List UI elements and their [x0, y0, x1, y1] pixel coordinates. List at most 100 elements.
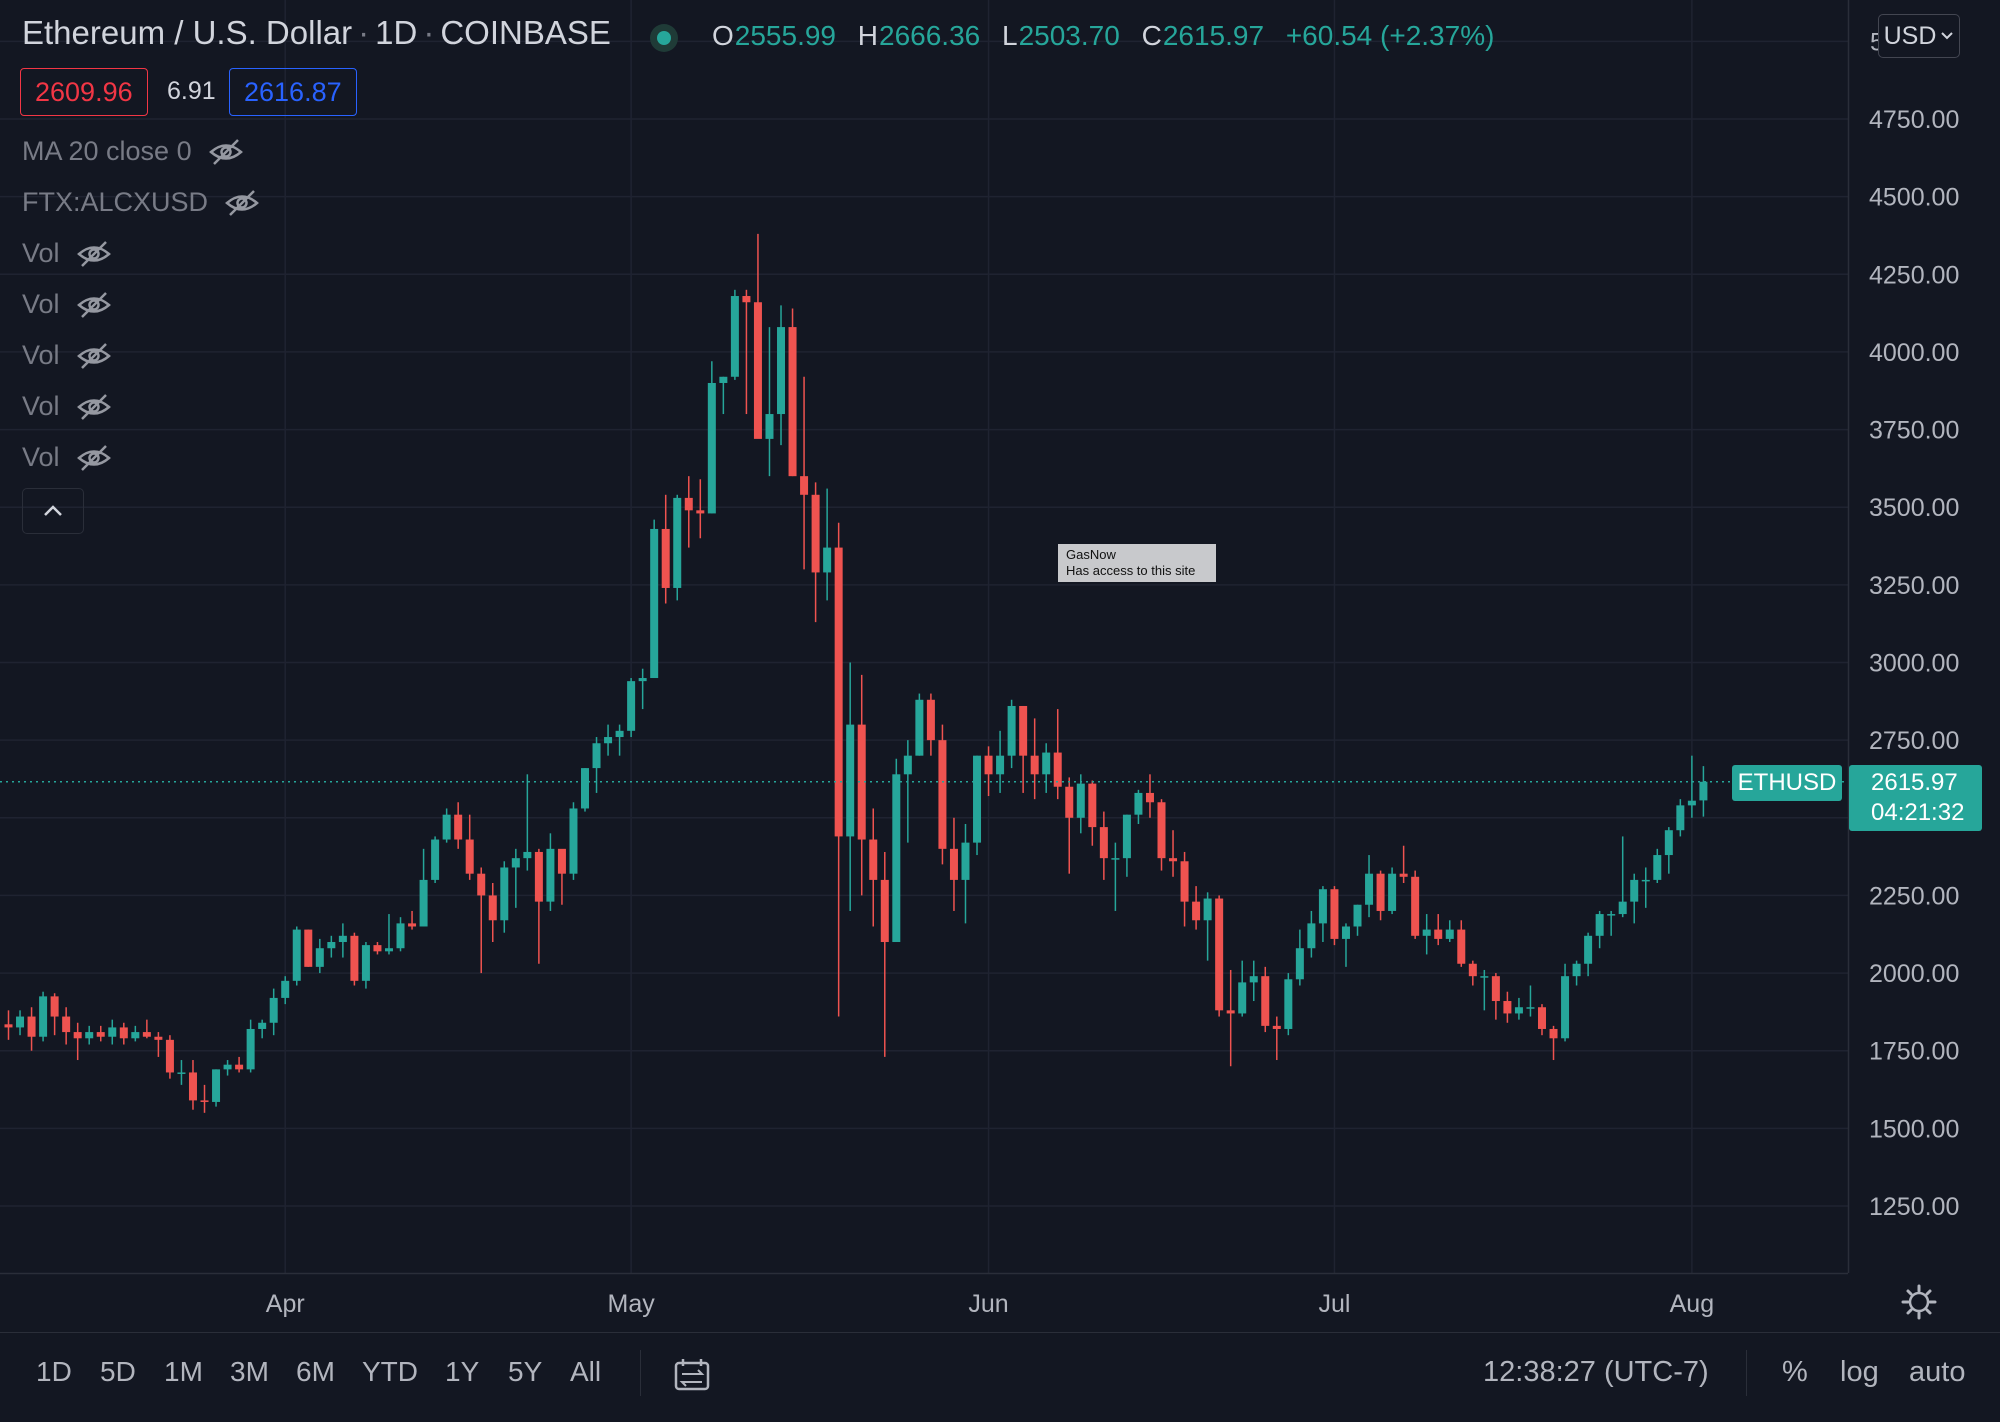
candle: [1641, 867, 1650, 908]
timeframe-5d-button[interactable]: 5D: [100, 1356, 136, 1387]
eye-off-icon[interactable]: [76, 341, 112, 371]
candle: [85, 1025, 94, 1045]
candle: [1192, 886, 1201, 930]
candle: [1607, 910, 1616, 936]
candle: [1503, 991, 1512, 1023]
eye-off-icon[interactable]: [76, 239, 112, 269]
candle: [212, 1069, 221, 1107]
eye-off-icon[interactable]: [76, 290, 112, 320]
ohlc-values: O2555.99 H2666.36 L2503.70 C2615.97 +60.…: [712, 20, 1494, 52]
indicator-row[interactable]: Vol: [22, 391, 112, 422]
collapse-legend-button[interactable]: [22, 488, 84, 534]
timeframe-1y-button[interactable]: 1Y: [445, 1356, 480, 1387]
candle: [1249, 960, 1258, 1002]
candle: [1272, 1016, 1281, 1061]
candle: [419, 848, 428, 927]
candle: [1572, 960, 1581, 986]
candle: [1122, 814, 1131, 877]
indicator-row[interactable]: Vol: [22, 289, 112, 320]
candle: [800, 376, 809, 570]
tooltip-title: GasNow: [1066, 547, 1116, 562]
candle: [454, 802, 463, 849]
candle: [719, 376, 728, 415]
timeframe-1d-button[interactable]: 1D: [36, 1356, 72, 1387]
indicator-row[interactable]: Vol: [22, 340, 112, 371]
timeframe-3m-button[interactable]: 3M: [230, 1356, 269, 1387]
log-scale-toggle[interactable]: log: [1840, 1356, 1879, 1388]
candle: [1630, 873, 1639, 924]
candle: [569, 802, 578, 880]
price-tick-label: 3500.00: [1869, 494, 1959, 522]
price-tick-label: 4500.00: [1869, 184, 1959, 212]
candle: [1042, 743, 1051, 793]
high-value: 2666.36: [879, 20, 981, 51]
chart-grid: [0, 0, 1848, 1273]
candle: [730, 289, 739, 380]
eye-off-icon[interactable]: [208, 137, 244, 167]
symbol-price-label: ETHUSD: [1732, 765, 1842, 801]
candle: [627, 678, 636, 738]
price-axis: 5000.004750.004500.004250.004000.003750.…: [1869, 28, 1960, 1221]
indicator-label: Vol: [22, 391, 60, 421]
candle: [1157, 799, 1166, 871]
candle: [661, 494, 670, 604]
candle: [442, 808, 451, 843]
candle: [696, 479, 705, 539]
date-range-icon[interactable]: [674, 1358, 712, 1392]
candle: [4, 1010, 13, 1040]
price-tick-label: 3250.00: [1869, 572, 1959, 600]
candle: [384, 914, 393, 955]
indicator-label: Vol: [22, 340, 60, 370]
sell-price-button[interactable]: 2609.96: [20, 68, 148, 116]
timeframe-all-button[interactable]: All: [570, 1356, 602, 1387]
indicator-row[interactable]: FTX:ALCXUSD: [22, 187, 260, 218]
price-tick-label: 2750.00: [1869, 727, 1959, 755]
eye-off-icon[interactable]: [76, 443, 112, 473]
candle: [62, 1007, 71, 1045]
price-tick-label: 2000.00: [1869, 960, 1959, 988]
candle: [1514, 997, 1523, 1020]
candle: [1261, 966, 1270, 1033]
candle: [1664, 827, 1673, 874]
candle: [361, 942, 370, 989]
candle: [765, 327, 774, 477]
close-label: C: [1141, 20, 1162, 51]
settings-gear-icon[interactable]: [1901, 1284, 1937, 1320]
candle: [615, 724, 624, 756]
candle: [1584, 932, 1593, 977]
timeframe-5y-button[interactable]: 5Y: [508, 1356, 543, 1387]
candle: [546, 833, 555, 911]
candle: [39, 991, 48, 1042]
eye-off-icon[interactable]: [224, 188, 260, 218]
candle: [408, 910, 417, 930]
auto-scale-toggle[interactable]: auto: [1909, 1356, 1966, 1388]
candle: [200, 1084, 209, 1113]
buy-price-button[interactable]: 2616.87: [229, 68, 357, 116]
eye-off-icon[interactable]: [76, 392, 112, 422]
symbol-legend[interactable]: Ethereum / U.S. Dollar · 1D · COINBASE: [22, 14, 611, 51]
time-tick-label: Jun: [968, 1290, 1008, 1318]
candle: [915, 693, 924, 756]
session-clock[interactable]: 12:38:27 (UTC-7): [1483, 1356, 1709, 1388]
indicator-row[interactable]: MA 20 close 0: [22, 136, 244, 167]
candle: [235, 1056, 244, 1073]
candle: [834, 522, 843, 1017]
candle: [903, 740, 912, 843]
candle: [673, 494, 682, 601]
candle: [880, 851, 889, 1057]
candle: [1699, 766, 1708, 817]
candle: [1411, 870, 1420, 939]
last-price-tag: 2615.97 04:21:32: [1849, 765, 1982, 831]
candle: [961, 823, 970, 924]
timeframe-ytd-button[interactable]: YTD: [362, 1356, 418, 1387]
percent-scale-toggle[interactable]: %: [1782, 1356, 1808, 1388]
timeframe-1m-button[interactable]: 1M: [164, 1356, 203, 1387]
indicator-row[interactable]: Vol: [22, 238, 112, 269]
candle: [119, 1022, 128, 1045]
timeframe-6m-button[interactable]: 6M: [296, 1356, 335, 1387]
currency-select[interactable]: USD: [1878, 14, 1960, 58]
indicator-row[interactable]: Vol: [22, 442, 112, 473]
candle: [857, 674, 866, 896]
candle: [581, 768, 589, 812]
